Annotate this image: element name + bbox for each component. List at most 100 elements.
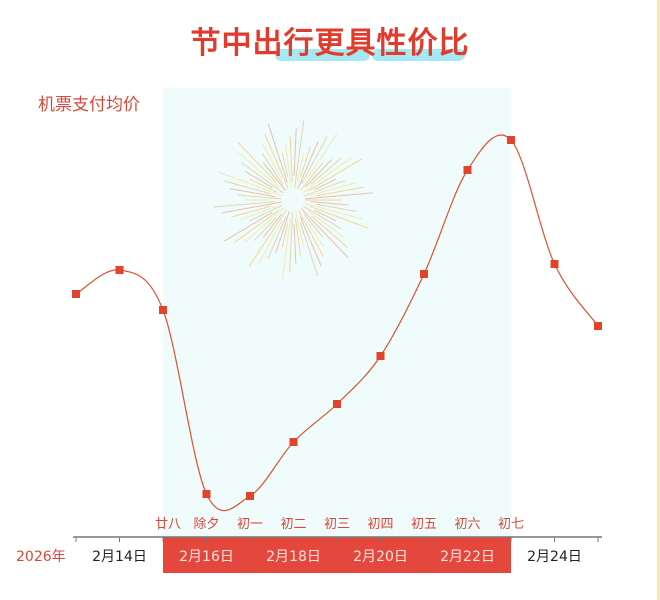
x-tick-label: 2月22日 [440,549,495,565]
firework-ray [240,161,284,194]
firework-ray [302,157,352,194]
data-point-marker [376,352,385,360]
firework-ray [262,143,283,180]
firework-ray [303,205,342,230]
data-point-marker [289,438,298,446]
y-axis-label: 机票支付均价 [38,95,140,115]
firework-ray [213,201,276,208]
x-tick-label: 2月24日 [527,549,582,565]
chart-title: 节中出行更具性价比 [190,26,470,61]
firework-ray [310,201,349,206]
firework-ray [234,210,279,243]
firework-ray [249,178,277,193]
lunar-date-label: 初二 [280,517,306,532]
firework-ray [223,180,270,195]
x-tick-label: 2月16日 [179,549,234,565]
data-point-marker [463,166,472,174]
firework-ray [238,152,280,189]
firework-ray [253,217,277,241]
firework-ray [267,123,288,184]
firework-ray [244,207,285,243]
x-tick-label: 2月20日 [353,549,408,565]
firework-ray [289,136,293,183]
firework-ray [304,179,346,197]
data-point-marker [420,270,428,278]
x-tick-label: 2月18日 [266,549,321,565]
firework-ray [240,205,277,221]
lunar-date-label: 除夕 [193,517,219,532]
firework-ray [281,223,289,247]
holiday-date-bar [163,537,511,573]
firework-ray [316,186,364,197]
lunar-date-label: 初六 [454,517,480,532]
firework-ray [305,132,338,181]
firework-ray [261,152,284,186]
firework-decoration [213,120,373,280]
firework-ray [314,178,337,191]
firework-ray [316,203,357,212]
firework-ray [217,171,282,197]
data-point-marker [115,266,124,274]
data-point-marker [550,260,559,268]
firework-ray [262,162,286,191]
firework-ray [310,157,342,185]
firework-ray [231,205,270,218]
firework-ray [275,211,290,254]
firework-ray [262,213,283,238]
title-highlight [275,49,370,61]
x-tick-label: 2月14日 [92,549,147,565]
firework-ray [310,182,355,196]
data-point-marker [159,306,167,314]
firework-ray [310,215,348,248]
firework-ray [229,188,276,198]
title-highlight [372,49,465,61]
firework-ray [301,136,328,185]
data-point-marker [246,492,254,500]
holiday-band [163,88,511,537]
firework-ray [296,153,305,183]
firework-ray [294,217,302,256]
data-point-marker [72,290,80,298]
firework-ray [314,209,337,222]
firework-ray [304,202,363,220]
firework-ray [305,159,333,188]
lunar-date-label: 廿八 [155,517,181,532]
data-point-marker [594,322,602,330]
firework-ray [293,223,297,264]
firework-ray [237,141,277,183]
firework-ray [308,158,362,192]
firework-ray [222,201,282,214]
firework-ray [267,216,287,260]
firework-ray [297,140,319,190]
firework-ray [248,209,287,268]
data-point-marker [507,136,515,144]
firework-ray [303,213,324,238]
firework-ray [289,211,293,272]
firework-ray [281,217,292,280]
firework-ray [304,192,373,200]
firework-ray [249,204,283,222]
firework-ray [299,222,319,277]
lunar-date-label: 初七 [498,517,524,532]
firework-ray [299,216,322,267]
year-label: 2026年 [16,549,66,565]
firework-ray [264,133,289,190]
firework-ray [224,211,273,242]
firework-ray [258,220,283,264]
firework-ray [295,211,305,247]
firework-ray [298,210,324,257]
firework-ray [309,205,369,229]
firework-ray [305,219,325,248]
firework-ray [293,128,297,177]
firework-ray [307,210,346,239]
firework-ray [294,120,305,189]
data-point-marker [202,490,211,498]
firework-ray [244,170,273,189]
lunar-date-label: 初三 [324,517,350,532]
firework-ray [299,146,311,178]
firework-ray [237,194,282,200]
lunar-date-label: 初一 [237,517,263,532]
lunar-date-label: 初五 [411,517,437,532]
